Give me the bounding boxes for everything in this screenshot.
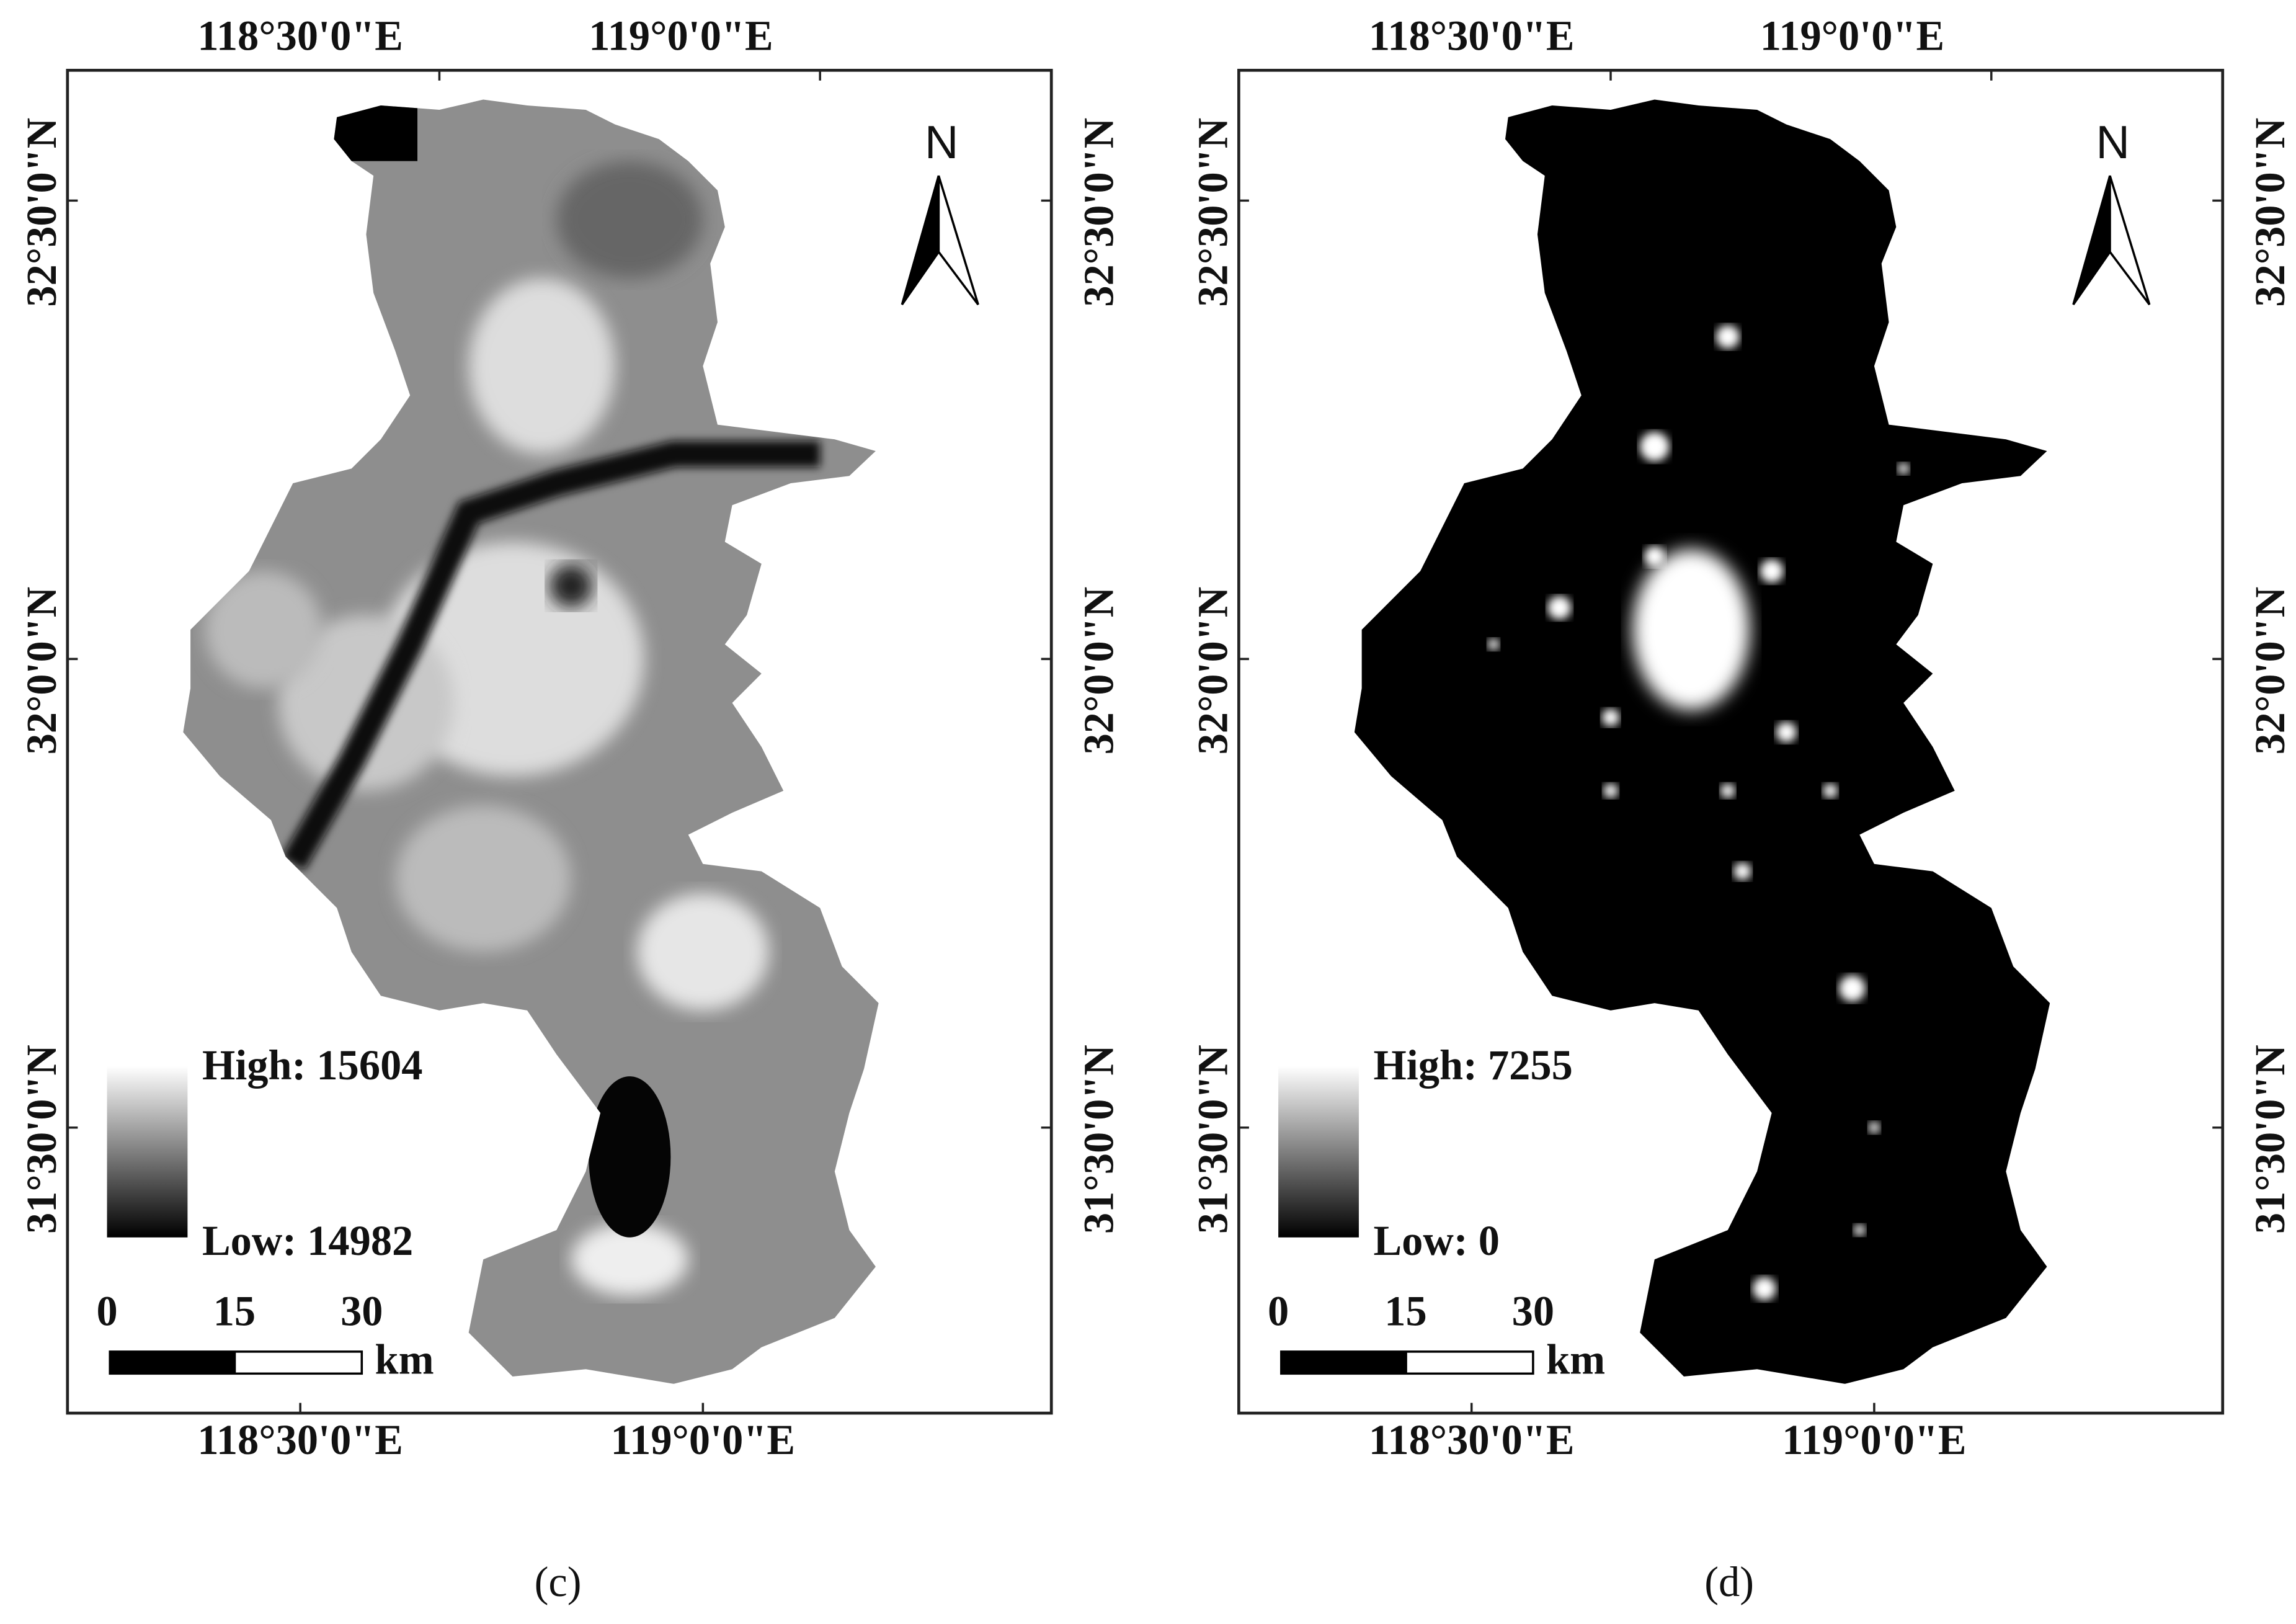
y-axis-label: 32°0'0"N xyxy=(2246,587,2294,755)
legend-high: High: 15604 xyxy=(202,1042,423,1089)
light-spot xyxy=(1868,1122,1880,1134)
y-axis-label: 32°30'0"N xyxy=(18,118,65,307)
y-axis-label: 32°30'0"N xyxy=(2246,118,2294,307)
light-spot xyxy=(1760,559,1784,583)
light-spot xyxy=(1640,432,1670,462)
light-spot xyxy=(1839,975,1866,1002)
light-spot xyxy=(1644,546,1665,567)
y-axis-label: 32°0'0"N xyxy=(1189,587,1236,755)
scale-tick: 0 xyxy=(96,1287,117,1334)
legend-high: High: 7255 xyxy=(1374,1042,1573,1089)
x-axis-label: 118°30'0"E xyxy=(1369,12,1575,59)
light-spot xyxy=(1720,783,1735,798)
y-axis-label: 31°30'0"N xyxy=(2246,1045,2294,1234)
map-panel: 118°30'0"E 119°0'0"E 118°30'0"E 119°0'0"E 32… xyxy=(18,12,1122,1605)
x-axis-label: 119°0'0"E xyxy=(1760,12,1944,59)
light-spot xyxy=(1547,596,1572,620)
y-axis-label: 32°30'0"N xyxy=(1075,118,1122,307)
light-spot xyxy=(1601,708,1620,726)
y-axis-label: 31°30'0"N xyxy=(1189,1045,1236,1234)
scale-unit: km xyxy=(375,1336,434,1383)
y-axis-label: 31°30'0"N xyxy=(1075,1045,1122,1234)
light-spot xyxy=(1823,783,1838,798)
scale-bar-black xyxy=(1281,1351,1407,1374)
legend-low: Low: 0 xyxy=(1374,1217,1500,1264)
x-axis-label: 118°30'0"E xyxy=(197,12,403,59)
scale-tick: 15 xyxy=(1384,1287,1426,1334)
north-arrow-right xyxy=(2109,175,2151,306)
raster-patch xyxy=(556,161,703,279)
y-axis-label: 32°0'0"N xyxy=(18,587,65,755)
north-label: N xyxy=(2096,117,2130,169)
x-axis-label: 119°0'0"E xyxy=(611,1416,795,1463)
lake xyxy=(589,1076,671,1238)
panel-caption: (c) xyxy=(535,1558,582,1605)
panel-caption: (d) xyxy=(1704,1558,1754,1605)
scale-bar-black xyxy=(110,1351,236,1374)
y-axis-label: 32°0'0"N xyxy=(1075,587,1122,755)
x-axis-label: 119°0'0"E xyxy=(589,12,773,59)
light-spot xyxy=(1897,462,1910,475)
scale-tick: 30 xyxy=(340,1287,383,1334)
light-spot xyxy=(1752,1277,1776,1301)
legend-low: Low: 14982 xyxy=(202,1217,413,1264)
x-axis-label: 118°30'0"E xyxy=(197,1416,403,1463)
legend-ramp xyxy=(1278,1066,1359,1238)
raster-patch xyxy=(571,1223,688,1296)
scale-tick: 30 xyxy=(1512,1287,1554,1334)
north-arrow-right xyxy=(937,175,979,306)
scale-tick: 0 xyxy=(1268,1287,1289,1334)
light-spot xyxy=(1733,862,1751,880)
scale-unit: km xyxy=(1546,1336,1605,1383)
river xyxy=(281,440,821,871)
north-label: N xyxy=(925,117,959,169)
raster-patch xyxy=(549,563,594,608)
raster-patch xyxy=(637,893,769,1011)
light-spot xyxy=(1776,721,1797,743)
raster-patch xyxy=(468,278,615,454)
light-spot xyxy=(1487,638,1500,651)
light-spot xyxy=(1603,783,1618,798)
y-axis-label: 32°30'0"N xyxy=(1189,118,1236,307)
x-axis-label: 119°0'0"E xyxy=(1782,1416,1966,1463)
scale-tick: 15 xyxy=(213,1287,256,1334)
x-axis-label: 118°30'0"E xyxy=(1369,1416,1575,1463)
raster-patch xyxy=(395,805,571,952)
legend-ramp xyxy=(107,1066,188,1238)
map-panel: 118°30'0"E 119°0'0"E 118°30'0"E 119°0'0"E 32… xyxy=(1189,12,2293,1605)
light-spot xyxy=(1715,325,1740,349)
y-axis-label: 31°30'0"N xyxy=(18,1045,65,1234)
urban-core xyxy=(1632,549,1750,710)
light-spot xyxy=(1853,1224,1866,1236)
raster-patch xyxy=(205,571,323,689)
